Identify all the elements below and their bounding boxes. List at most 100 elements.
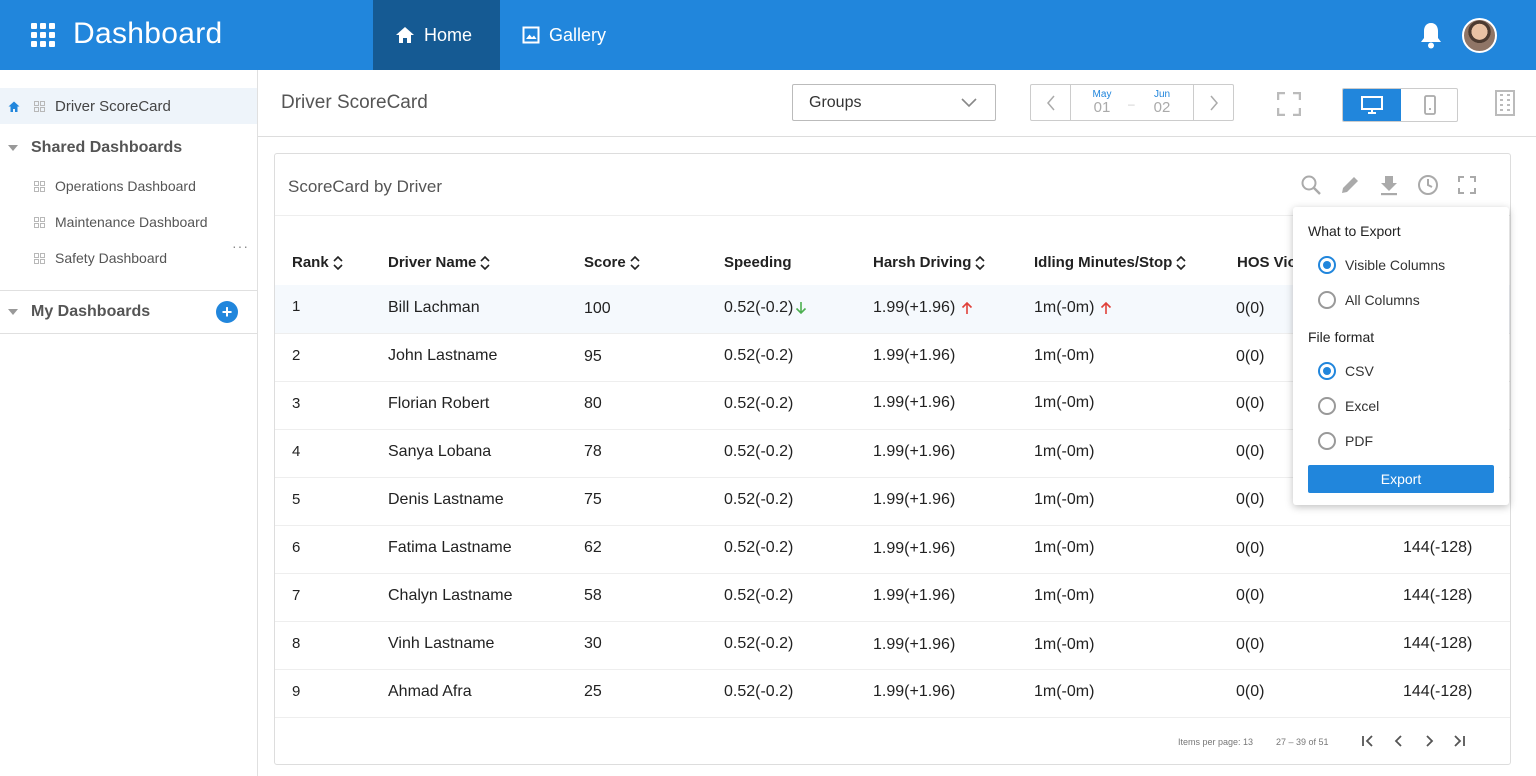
row-divider — [275, 381, 1510, 382]
my-dashboards-toggle[interactable]: My Dashboards — [8, 303, 150, 321]
column-header-speeding[interactable]: Speeding — [724, 254, 792, 271]
radio-label[interactable]: Visible Columns — [1345, 257, 1446, 273]
column-header-harsh-driving[interactable]: Harsh Driving — [873, 254, 985, 271]
apps-grid-icon[interactable] — [31, 23, 55, 47]
date-start-month: May — [1092, 89, 1112, 100]
bell-icon[interactable] — [1417, 20, 1445, 50]
cell-driver-name: Chalyn Lastname — [388, 587, 513, 604]
groups-select[interactable]: Groups — [792, 84, 996, 121]
column-header-driver-name[interactable]: Driver Name — [388, 254, 490, 271]
column-header-rank[interactable]: Rank — [292, 254, 343, 271]
date-start[interactable]: May 01 — [1087, 89, 1117, 116]
last-page-icon[interactable] — [1452, 734, 1466, 748]
cell-score: 62 — [584, 539, 602, 556]
column-header-label: Harsh Driving — [873, 254, 972, 271]
home-icon — [396, 27, 414, 43]
column-header-hos-violations[interactable]: HOS Vio — [1237, 254, 1297, 271]
cell-score: 30 — [584, 635, 602, 652]
radio-label[interactable]: PDF — [1345, 433, 1373, 449]
cell-last-metric: 144(-128) — [1403, 683, 1473, 700]
column-header-label: Speeding — [724, 254, 792, 271]
column-header-label: HOS Vio — [1237, 254, 1297, 271]
table-row[interactable]: 3 Florian Robert 80 0.52(-0.2) 1.99(+1.9… — [275, 381, 1510, 429]
cell-hos: 0(0) — [1236, 636, 1265, 653]
pdf-radio[interactable] — [1318, 432, 1336, 450]
date-next-button[interactable] — [1193, 85, 1233, 120]
cell-idling: 1m(-0m) — [1034, 443, 1095, 460]
expand-card-icon[interactable] — [1458, 176, 1476, 194]
first-page-icon[interactable] — [1361, 734, 1375, 748]
cell-harsh-value: 1.99(+1.96) — [873, 299, 956, 316]
prev-page-icon[interactable] — [1392, 734, 1406, 748]
chevron-right-icon — [1209, 95, 1218, 110]
items-per-page-label[interactable]: Items per page: 13 — [1178, 737, 1254, 747]
mobile-view-button[interactable] — [1401, 89, 1457, 121]
visible-columns-radio[interactable] — [1318, 256, 1336, 274]
excel-radio[interactable] — [1318, 397, 1336, 415]
table-row[interactable]: 6 Fatima Lastname 62 0.52(-0.2) 1.99(+1.… — [275, 525, 1510, 573]
desktop-view-button[interactable] — [1343, 89, 1401, 121]
radio-label[interactable]: All Columns — [1345, 292, 1420, 308]
cell-score: 78 — [584, 443, 602, 460]
date-range-picker[interactable]: May 01 – Jun 02 — [1030, 84, 1234, 121]
sidebar-item-label: Safety Dashboard — [55, 250, 168, 266]
cell-idling: 1m(-0m) — [1034, 683, 1095, 700]
cell-rank: 2 — [292, 347, 301, 364]
sidebar: Driver ScoreCard Shared Dashboards Opera… — [0, 70, 258, 776]
date-end[interactable]: Jun 02 — [1147, 89, 1177, 116]
cell-idling: 1m(-0m) — [1034, 587, 1095, 604]
table-row[interactable]: 2 John Lastname 95 0.52(-0.2) 1.99(+1.96… — [275, 333, 1510, 381]
shared-dashboards-title: Shared Dashboards — [31, 139, 183, 156]
fullscreen-icon[interactable] — [1277, 92, 1301, 116]
more-options-icon[interactable]: ··· — [232, 238, 249, 254]
add-dashboard-button[interactable]: + — [216, 301, 238, 323]
download-icon[interactable] — [1379, 174, 1399, 196]
clock-icon[interactable] — [1417, 174, 1439, 196]
date-end-day: 02 — [1153, 99, 1171, 116]
sidebar-item-operations[interactable]: Operations Dashboard — [34, 178, 196, 194]
tab-gallery[interactable]: Gallery — [500, 0, 640, 70]
column-header-idling[interactable]: Idling Minutes/Stop — [1034, 254, 1186, 271]
radio-label[interactable]: CSV — [1345, 363, 1374, 379]
sidebar-item-safety[interactable]: Safety Dashboard — [34, 250, 167, 266]
radio-label[interactable]: Excel — [1345, 398, 1380, 414]
tab-home[interactable]: Home — [373, 0, 500, 70]
user-avatar[interactable] — [1462, 18, 1497, 53]
cell-score: 75 — [584, 491, 602, 508]
cell-rank: 3 — [292, 395, 301, 412]
cell-harsh-driving: 1.99(+1.96) — [873, 443, 956, 460]
next-page-icon[interactable] — [1422, 734, 1436, 748]
row-divider — [275, 477, 1510, 478]
table-row[interactable]: 9 Ahmad Afra 25 0.52(-0.2) 1.99(+1.96) 1… — [275, 669, 1510, 717]
table-row[interactable]: 4 Sanya Lobana 78 0.52(-0.2) 1.99(+1.96)… — [275, 429, 1510, 477]
column-header-score[interactable]: Score — [584, 254, 640, 271]
date-start-day: 01 — [1093, 99, 1111, 116]
sort-icon — [630, 255, 640, 270]
row-divider — [275, 573, 1510, 574]
building-icon[interactable] — [1495, 90, 1515, 116]
export-button[interactable]: Export — [1308, 465, 1494, 493]
cell-harsh-driving: 1.99(+1.96) — [873, 587, 956, 604]
edit-icon[interactable] — [1339, 174, 1361, 196]
mobile-icon — [1424, 95, 1436, 115]
cell-speeding: 0.52(-0.2) — [724, 395, 794, 412]
table-row[interactable]: 7 Chalyn Lastname 58 0.52(-0.2) 1.99(+1.… — [275, 573, 1510, 621]
card-divider — [275, 215, 1510, 216]
cell-hos: 0(0) — [1236, 587, 1265, 604]
table-row[interactable]: 8 Vinh Lastname 30 0.52(-0.2) 1.99(+1.96… — [275, 621, 1510, 669]
tab-gallery-label: Gallery — [549, 24, 607, 45]
cell-driver-name: Vinh Lastname — [388, 635, 495, 652]
sidebar-item-driver-scorecard[interactable] — [0, 88, 257, 124]
cell-idling: 1m(-0m) — [1034, 299, 1112, 317]
search-icon[interactable] — [1300, 174, 1322, 196]
all-columns-radio[interactable] — [1318, 291, 1336, 309]
cell-harsh-driving: 1.99(+1.96) — [873, 636, 956, 653]
cell-rank: 8 — [292, 635, 301, 652]
date-prev-button[interactable] — [1031, 85, 1071, 120]
shared-dashboards-toggle[interactable]: Shared Dashboards — [8, 139, 182, 157]
table-row[interactable]: 5 Denis Lastname 75 0.52(-0.2) 1.99(+1.9… — [275, 477, 1510, 525]
chevron-down-icon — [961, 98, 977, 108]
cell-driver-name: Ahmad Afra — [388, 683, 472, 700]
csv-radio[interactable] — [1318, 362, 1336, 380]
sidebar-item-maintenance[interactable]: Maintenance Dashboard — [34, 214, 208, 230]
